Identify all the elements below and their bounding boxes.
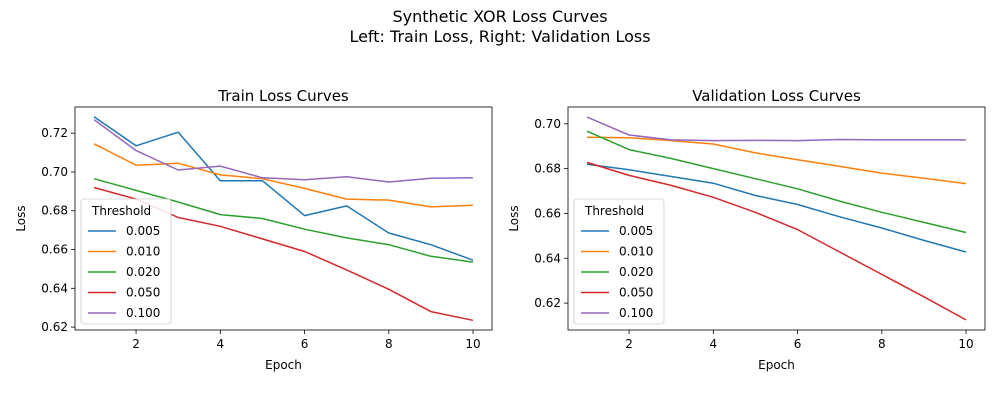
chart-1-y-tick-label: 0.64 xyxy=(41,281,68,295)
chart-2-x-tick-label: 6 xyxy=(794,337,802,351)
chart-2-legend-label-0.020: 0.020 xyxy=(619,265,653,279)
chart-1-x-tick-label: 6 xyxy=(301,337,309,351)
chart-1-legend-label-0.010: 0.010 xyxy=(126,245,160,259)
chart-2-legend-label-0.005: 0.005 xyxy=(619,224,653,238)
chart-1-series-line-0.010 xyxy=(93,143,474,208)
chart-1-x-tick-label: 8 xyxy=(385,337,393,351)
chart-1-y-tick-label: 0.66 xyxy=(41,243,68,257)
chart-2-y-tick-label: 0.68 xyxy=(534,162,561,176)
chart-1-x-tick-label: 10 xyxy=(465,337,480,351)
chart-2-series-line-0.010 xyxy=(586,136,967,185)
chart-2-x-tick-label: 4 xyxy=(709,337,717,351)
chart-2-title: Validation Loss Curves xyxy=(692,87,861,105)
chart-2-series-line-0.020 xyxy=(586,130,967,234)
chart-2-x-axis-label: Epoch xyxy=(758,358,795,372)
chart-1-legend-title: Threshold xyxy=(91,204,151,218)
chart-1-title: Train Loss Curves xyxy=(217,87,349,105)
chart-1-x-tick-label: 2 xyxy=(132,337,140,351)
chart-2-series-line-0.005 xyxy=(586,163,967,253)
chart-2-legend-title: Threshold xyxy=(584,204,644,218)
chart-1-legend-label-0.020: 0.020 xyxy=(126,265,160,279)
chart-2-legend-label-0.100: 0.100 xyxy=(619,306,653,320)
chart-2-y-tick-label: 0.70 xyxy=(534,117,561,131)
chart-2-x-tick-label: 10 xyxy=(958,337,973,351)
chart-1-series-line-0.020 xyxy=(93,177,474,263)
chart-1-legend-label-0.050: 0.050 xyxy=(126,286,160,300)
chart-1-series-line-0.100 xyxy=(93,118,474,183)
chart-1-y-tick-label: 0.68 xyxy=(41,204,68,218)
chart-2-series-line-0.100 xyxy=(586,116,966,142)
chart-2-legend-label-0.050: 0.050 xyxy=(619,286,653,300)
chart-2-x-tick-label: 2 xyxy=(625,337,633,351)
chart-1-series-line-0.005 xyxy=(93,116,474,261)
chart-1-legend-label-0.005: 0.005 xyxy=(126,224,160,238)
chart-1-x-tick-label: 4 xyxy=(216,337,224,351)
chart-1-y-tick-label: 0.62 xyxy=(41,320,68,334)
chart-2-y-tick-label: 0.64 xyxy=(534,251,561,265)
chart-1-y-axis-label: Loss xyxy=(14,205,28,231)
chart-2-series-line-0.050 xyxy=(586,161,967,321)
chart-2-legend-label-0.010: 0.010 xyxy=(619,245,653,259)
chart-1-plot-frame xyxy=(74,106,493,331)
chart-2-y-tick-label: 0.66 xyxy=(534,206,561,220)
chart-1-y-tick-label: 0.70 xyxy=(41,165,68,179)
figure-suptitle-line-1: Synthetic XOR Loss Curves xyxy=(392,7,608,26)
chart-2-y-axis-label: Loss xyxy=(507,205,521,231)
chart-2-y-tick-label: 0.62 xyxy=(534,296,561,310)
chart-1-x-axis-label: Epoch xyxy=(265,358,302,372)
chart-1-y-tick-label: 0.72 xyxy=(41,126,68,140)
chart-2-plot-frame xyxy=(567,106,986,331)
chart-2-x-tick-label: 8 xyxy=(878,337,886,351)
figure-suptitle-line-2: Left: Train Loss, Right: Validation Loss xyxy=(349,27,651,46)
chart-1-legend-label-0.100: 0.100 xyxy=(126,306,160,320)
